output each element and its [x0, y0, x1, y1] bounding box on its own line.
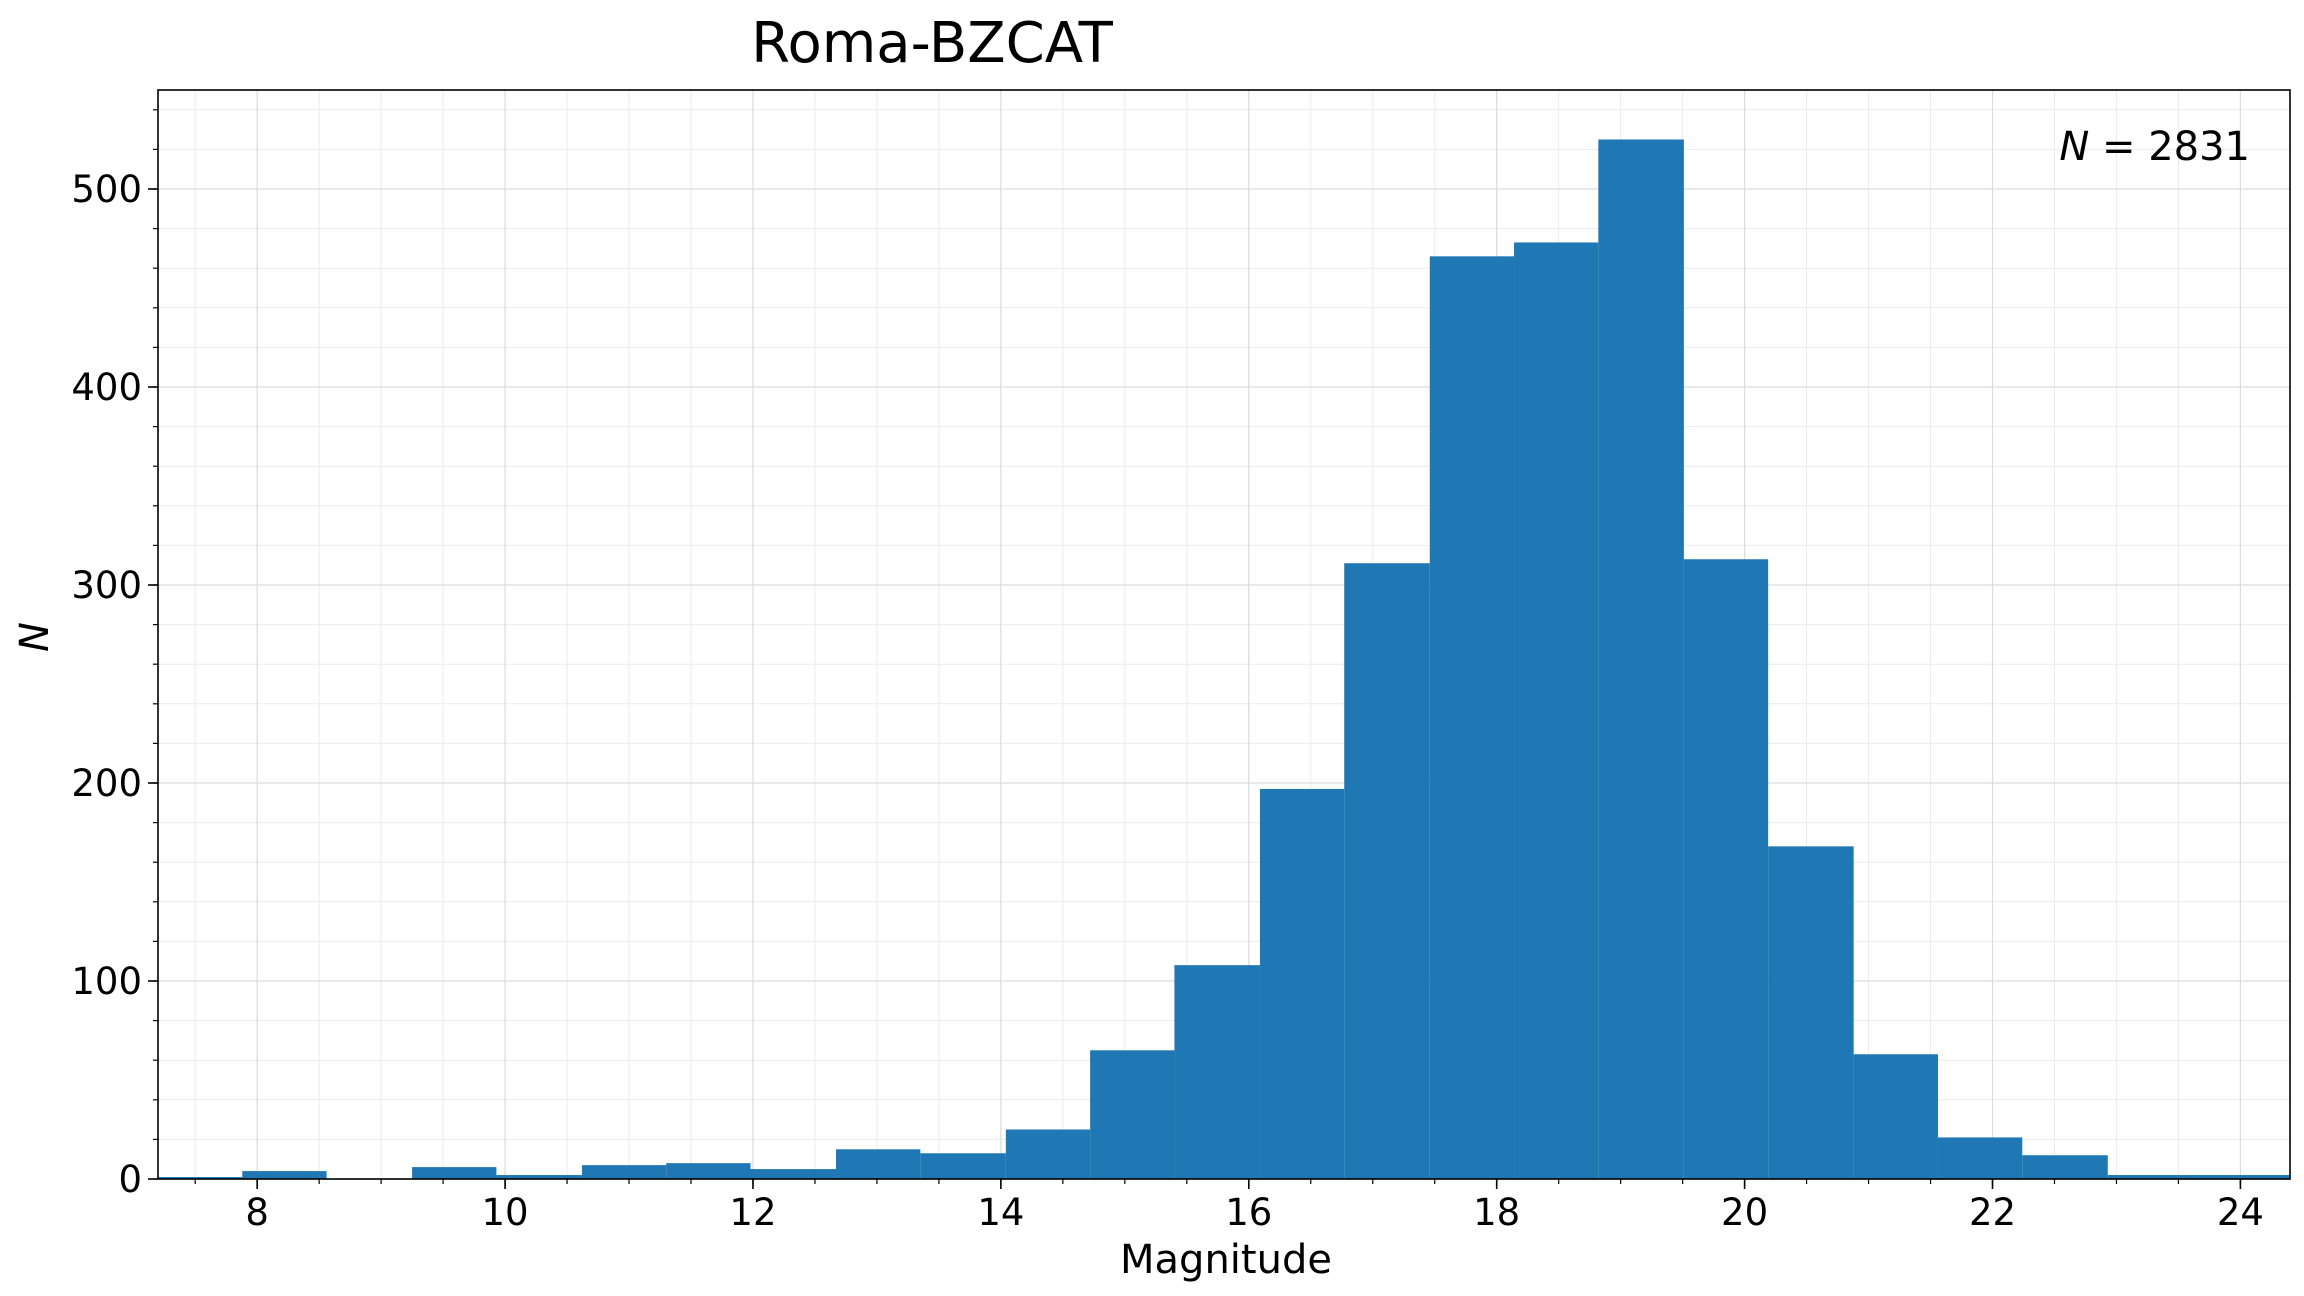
- x-tick-label: 8: [245, 1191, 269, 1234]
- histogram-bar: [836, 1149, 921, 1179]
- y-tick-label: 400: [71, 366, 142, 409]
- histogram-bar: [1429, 256, 1515, 1179]
- histogram-bar: [920, 1153, 1006, 1179]
- histogram-bar: [1937, 1137, 2023, 1179]
- y-tick-label: 500: [71, 168, 142, 211]
- histogram-bar: [750, 1169, 837, 1179]
- y-tick-label: 200: [71, 762, 142, 805]
- x-tick-label: 22: [1969, 1191, 2016, 1234]
- histogram-bar: [158, 1177, 243, 1179]
- histogram-bar: [2192, 1175, 2290, 1179]
- histogram-bar: [242, 1171, 327, 1179]
- histogram-bar: [1514, 242, 1599, 1179]
- histogram-bar: [2107, 1175, 2193, 1179]
- x-tick-label: 24: [2217, 1191, 2264, 1234]
- x-tick-label: 14: [977, 1191, 1024, 1234]
- y-axis-label: N: [12, 622, 58, 652]
- histogram-bar: [1598, 139, 1684, 1179]
- count-annotation-value: 2831: [2148, 124, 2250, 170]
- y-tick-label: 0: [118, 1158, 142, 1201]
- count-annotation: N = 2831: [2059, 124, 2250, 170]
- histogram-bar: [2022, 1155, 2108, 1179]
- x-tick-label: 18: [1473, 1191, 1520, 1234]
- x-tick-label: 16: [1225, 1191, 1272, 1234]
- x-axis-label: Magnitude: [1120, 1237, 1332, 1283]
- histogram-bar: [1090, 1050, 1175, 1179]
- histogram-bar: [666, 1163, 751, 1179]
- histogram-bar: [412, 1167, 497, 1179]
- count-annotation-label: N: [2059, 124, 2089, 170]
- count-annotation-equals: =: [2089, 124, 2148, 170]
- y-tick-label: 100: [71, 960, 142, 1003]
- x-tick-label: 20: [1721, 1191, 1768, 1234]
- histogram-bar: [1005, 1129, 1091, 1179]
- histogram-bar: [1259, 788, 1345, 1179]
- chart-title: Roma-BZCAT: [751, 11, 1114, 76]
- y-tick-label: 300: [71, 564, 142, 607]
- plot-frame: [157, 89, 2291, 1180]
- bars-layer: [158, 139, 2290, 1179]
- histogram-bar: [1853, 1054, 1938, 1179]
- histogram-bar: [1683, 559, 1769, 1179]
- histogram-bar: [1174, 965, 1260, 1179]
- x-tick-label: 10: [482, 1191, 529, 1234]
- histogram-bar: [581, 1165, 667, 1179]
- histogram-bar: [1768, 846, 1854, 1179]
- histogram-bar: [1344, 563, 1430, 1179]
- x-tick-label: 12: [729, 1191, 776, 1234]
- ticks-layer: 8 10 12 14 16 18 20 22 24 0 100 200 300 400 500: [71, 109, 2264, 1234]
- histogram-bar: [496, 1175, 582, 1179]
